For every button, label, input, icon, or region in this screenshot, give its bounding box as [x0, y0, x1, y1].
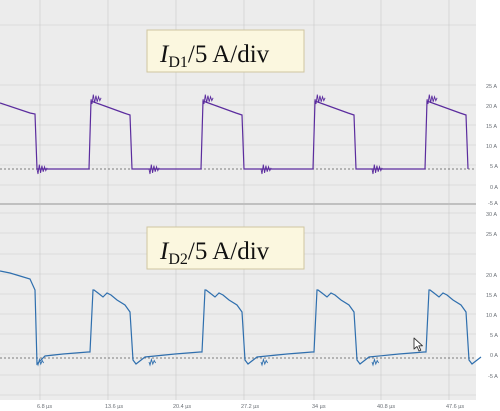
ringing-burst — [260, 164, 272, 175]
axis-label: 5 A — [490, 333, 498, 339]
axis-label: 15 A — [486, 124, 497, 130]
axis-label: -5 A — [488, 201, 498, 207]
svg-text:ID1/5 A/div: ID1/5 A/div — [159, 41, 270, 71]
axis-labels-id2: 30 A 25 A 20 A 15 A 10 A 5 A 0 A -5 A — [486, 212, 498, 380]
ringing-burst — [371, 357, 379, 367]
label-id2-unit: /5 A/div — [188, 238, 270, 265]
ringing-id1 — [36, 94, 438, 175]
time-label: 40.8 µs — [377, 404, 395, 410]
time-label: 20.4 µs — [173, 404, 191, 410]
ringing-burst — [260, 357, 268, 367]
axis-label: 0 A — [490, 353, 498, 359]
label-id1-unit: /5 A/div — [188, 41, 270, 68]
axis-label: 15 A — [486, 293, 497, 299]
ringing-burst — [314, 94, 326, 105]
label-id2-main: I — [159, 238, 170, 265]
ringing-id2 — [36, 357, 379, 367]
ringing-burst — [371, 164, 383, 175]
axis-label: 20 A — [486, 104, 497, 110]
ringing-burst — [426, 94, 438, 105]
ringing-burst — [148, 357, 156, 367]
time-label: 13.6 µs — [105, 404, 123, 410]
label-id1-main: I — [159, 41, 170, 68]
ringing-burst — [202, 94, 214, 105]
axis-strip — [476, 0, 500, 411]
axis-label: 10 A — [486, 313, 497, 319]
time-label: 6.8 µs — [37, 404, 52, 410]
trace-id2 — [0, 270, 482, 366]
ringing-burst — [36, 164, 48, 175]
svg-text:ID2/5 A/div: ID2/5 A/div — [159, 238, 270, 268]
mouse-pointer-icon — [413, 337, 423, 352]
time-label: 27.2 µs — [241, 404, 259, 410]
trace-id1 — [0, 100, 469, 170]
ringing-burst — [90, 94, 102, 105]
axis-label: 25 A — [486, 84, 497, 90]
axis-label: 0 A — [490, 185, 498, 191]
axis-label: 20 A — [486, 273, 497, 279]
label-id2-sub: D2 — [168, 251, 188, 268]
ringing-burst — [148, 164, 160, 175]
axis-label: 5 A — [490, 164, 498, 170]
ringing-burst — [36, 357, 44, 367]
time-axis-labels: 6.8 µs 13.6 µs 20.4 µs 27.2 µs 34 µs 40.… — [37, 404, 464, 410]
axis-label: 30 A — [486, 212, 497, 218]
time-axis-strip — [0, 400, 500, 411]
label-id1-sub: D1 — [168, 54, 188, 71]
axis-label: 25 A — [486, 232, 497, 238]
axis-labels-id1: 25 A 20 A 15 A 10 A 5 A 0 A -5 A — [486, 84, 498, 207]
axis-label: 10 A — [486, 144, 497, 150]
axis-label: -5 A — [488, 374, 498, 380]
time-label: 47.6 µs — [446, 404, 464, 410]
channel-label-id1: ID1/5 A/div — [146, 29, 305, 73]
channel-label-id2: ID2/5 A/div — [146, 226, 305, 270]
time-label: 34 µs — [312, 404, 326, 410]
